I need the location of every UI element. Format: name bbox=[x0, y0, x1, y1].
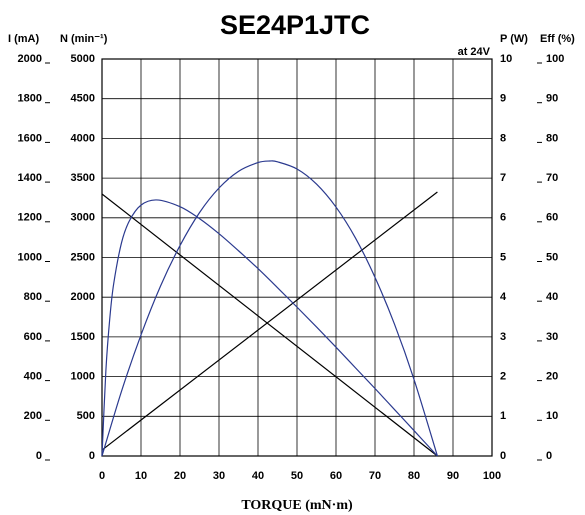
y-tick-label: 1 bbox=[500, 410, 506, 422]
curve bbox=[101, 199, 438, 457]
x-tick-label: 10 bbox=[135, 470, 147, 482]
y-tick-label: 2 bbox=[500, 371, 506, 383]
axis-title: P (W) bbox=[500, 33, 528, 45]
axis-title: I (mA) bbox=[8, 33, 40, 45]
curve bbox=[101, 160, 438, 457]
x-tick-label: 60 bbox=[330, 470, 342, 482]
y-tick-label: 0 bbox=[36, 450, 42, 462]
voltage-note: at 24V bbox=[458, 46, 491, 58]
x-tick-label: 20 bbox=[174, 470, 186, 482]
y-tick-label: 3 bbox=[500, 331, 506, 343]
y-tick-label: 7 bbox=[500, 172, 506, 184]
y-tick-label: 2500 bbox=[71, 251, 95, 263]
y-tick-label: 8 bbox=[500, 132, 506, 144]
y-tick-label: 0 bbox=[89, 450, 95, 462]
y-tick-label: 80 bbox=[546, 132, 558, 144]
curve bbox=[101, 191, 438, 451]
y-tick-label: 1600 bbox=[18, 132, 42, 144]
axis-title: Eff (%) bbox=[540, 33, 575, 45]
y-tick-label: 4500 bbox=[71, 93, 95, 105]
y-tick-label: 60 bbox=[546, 212, 558, 224]
y-tick-label: 1200 bbox=[18, 212, 42, 224]
y-tick-label: 2000 bbox=[18, 53, 42, 65]
x-tick-label: 90 bbox=[447, 470, 459, 482]
x-tick-label: 70 bbox=[369, 470, 381, 482]
y-tick-label: 9 bbox=[500, 93, 506, 105]
y-tick-label: 1800 bbox=[18, 93, 42, 105]
y-tick-label: 400 bbox=[24, 371, 42, 383]
y-tick-label: 5000 bbox=[71, 53, 95, 65]
x-tick-label: 50 bbox=[291, 470, 303, 482]
y-tick-label: 10 bbox=[546, 410, 558, 422]
y-tick-label: 3500 bbox=[71, 172, 95, 184]
y-tick-label: 2000 bbox=[71, 291, 95, 303]
y-tick-label: 0 bbox=[500, 450, 506, 462]
y-tick-label: 70 bbox=[546, 172, 558, 184]
y-tick-label: 0 bbox=[546, 450, 552, 462]
y-tick-label: 800 bbox=[24, 291, 42, 303]
y-tick-label: 50 bbox=[546, 251, 558, 263]
x-tick-label: 40 bbox=[252, 470, 264, 482]
y-tick-label: 500 bbox=[77, 410, 95, 422]
x-axis-label: TORQUE (mN·m) bbox=[241, 498, 353, 513]
curve bbox=[101, 193, 438, 457]
y-tick-label: 3000 bbox=[71, 212, 95, 224]
y-tick-label: 1000 bbox=[71, 371, 95, 383]
x-tick-label: 80 bbox=[408, 470, 420, 482]
y-tick-label: 4000 bbox=[71, 132, 95, 144]
y-tick-label: 6 bbox=[500, 212, 506, 224]
y-tick-label: 40 bbox=[546, 291, 558, 303]
y-tick-label: 200 bbox=[24, 410, 42, 422]
y-tick-label: 5 bbox=[500, 251, 506, 263]
x-tick-label: 0 bbox=[99, 470, 105, 482]
chart-title: SE24P1JTC bbox=[220, 10, 370, 40]
y-tick-label: 100 bbox=[546, 53, 564, 65]
y-tick-label: 20 bbox=[546, 371, 558, 383]
y-tick-label: 1000 bbox=[18, 251, 42, 263]
y-tick-label: 30 bbox=[546, 331, 558, 343]
y-tick-label: 1400 bbox=[18, 172, 42, 184]
y-tick-label: 90 bbox=[546, 93, 558, 105]
x-tick-label: 30 bbox=[213, 470, 225, 482]
y-tick-label: 1500 bbox=[71, 331, 95, 343]
y-tick-label: 10 bbox=[500, 53, 512, 65]
axis-title: N (min⁻¹) bbox=[60, 33, 108, 45]
y-tick-label: 600 bbox=[24, 331, 42, 343]
x-tick-label: 100 bbox=[483, 470, 501, 482]
y-tick-label: 4 bbox=[500, 291, 507, 303]
